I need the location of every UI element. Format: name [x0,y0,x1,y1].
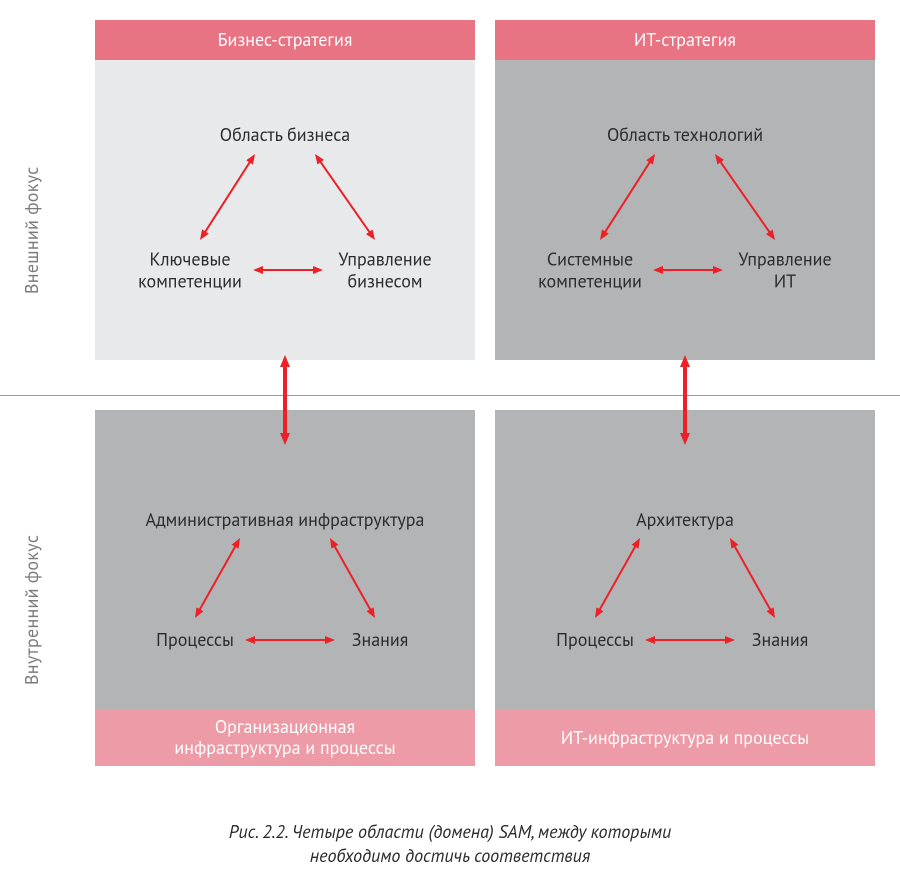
caption-line-1: Рис. 2.2. Четыре области (домена) SAM, м… [0,820,900,844]
node-left: Системные компетенции [538,248,642,291]
diagram-stage: Внешний фокус Внутренний фокус Рис. 2.2.… [0,0,900,882]
arrow-base [253,266,323,274]
node-right: Знания [352,629,408,651]
arrow-apex-right [715,154,775,240]
arrow-base [645,636,735,644]
q-it-strategy: ИТ-стратегия Область технологий Системные … [495,20,875,360]
node-apex: Область бизнеса [220,124,350,146]
q-org-infra: Административная инфраструктура Процессы З… [95,410,475,766]
horizontal-divider [0,395,900,396]
quad-header: Бизнес-стратегия [95,20,475,60]
triangle-arrows [495,410,875,710]
node-apex: Область технологий [607,124,763,146]
node-right: Управление бизнесом [338,248,431,291]
node-apex: Административная инфраструктура [146,509,425,531]
side-label-internal-focus: Внутренний фокус [20,500,42,720]
quad-body: Административная инфраструктура Процессы З… [95,410,475,710]
figure-caption: Рис. 2.2. Четыре области (домена) SAM, м… [0,820,900,869]
node-apex: Архитектура [636,509,734,531]
triangle-arrows [495,60,875,360]
arrow-apex-left [200,154,255,240]
triangle-arrows [95,410,475,710]
quad-footer: Организационная инфраструктура и процесс… [95,710,475,766]
node-right: Знания [752,629,808,651]
arrow-apex-left [595,538,640,618]
q-business-strategy: Бизнес-стратегия Область бизнеса Ключевые … [95,20,475,360]
node-right: Управление ИТ [738,248,831,291]
arrow-base [245,636,335,644]
triangle-arrows [95,60,475,360]
node-left: Процессы [156,629,234,651]
arrow-apex-left [195,538,240,618]
arrow-base [653,266,723,274]
q-it-infra: Архитектура Процессы Знания ИТ-инфраструкту… [495,410,875,766]
quad-body: Архитектура Процессы Знания [495,410,875,710]
quad-header: ИТ-стратегия [495,20,875,60]
caption-line-2: необходимо достичь соответствия [0,844,900,868]
quad-body: Область технологий Системные компетенции У… [495,60,875,360]
node-left: Ключевые компетенции [138,248,242,291]
quad-footer: ИТ-инфраструктура и процессы [495,710,875,766]
arrow-apex-left [600,154,655,240]
arrow-apex-right [330,538,375,618]
quad-body: Область бизнеса Ключевые компетенции Управ… [95,60,475,360]
arrow-apex-right [730,538,775,618]
node-left: Процессы [556,629,634,651]
arrow-apex-right [315,154,375,240]
side-label-external-focus: Внешний фокус [20,140,42,320]
